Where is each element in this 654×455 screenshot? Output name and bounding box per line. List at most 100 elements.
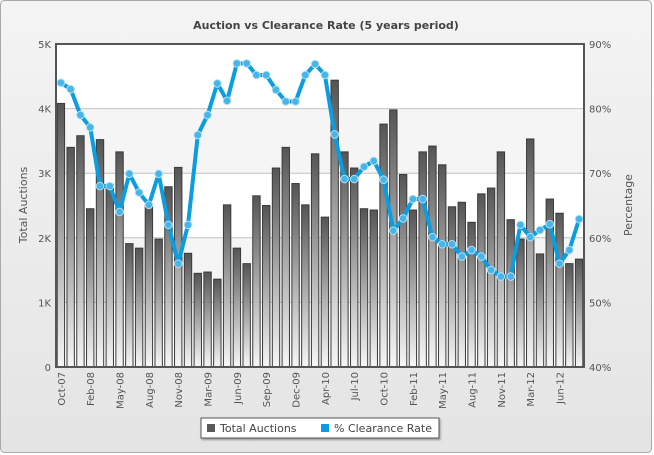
point-clearance-rate — [555, 259, 564, 268]
x-tick-label: Feb-08 — [86, 372, 97, 406]
bar-total-auctions — [398, 173, 408, 368]
bar-total-auctions — [496, 151, 506, 368]
x-tick-label: May-08 — [116, 372, 127, 409]
y-axis-label: Total Auctions — [17, 166, 30, 244]
bar-total-auctions — [526, 138, 535, 368]
y-tick-label: 5K — [38, 40, 51, 51]
bar-total-auctions — [438, 164, 447, 368]
y2-axis-label: Percentage — [622, 174, 635, 236]
bar-total-auctions — [477, 193, 486, 368]
point-clearance-rate — [506, 272, 515, 281]
bar-total-auctions — [369, 209, 378, 368]
point-clearance-rate — [408, 194, 418, 204]
point-clearance-rate — [340, 174, 349, 184]
point-clearance-rate — [349, 174, 359, 184]
point-clearance-rate — [222, 96, 232, 106]
point-clearance-rate — [437, 239, 447, 249]
point-clearance-rate — [213, 79, 222, 88]
point-clearance-rate — [193, 130, 203, 140]
plot-background — [56, 44, 584, 367]
x-tick-label: Nov-08 — [174, 372, 185, 408]
point-clearance-rate — [545, 219, 555, 229]
point-clearance-rate — [565, 245, 574, 255]
bar-total-auctions — [252, 195, 261, 368]
point-clearance-rate — [301, 70, 310, 80]
point-clearance-rate — [125, 169, 134, 179]
point-clearance-rate — [320, 70, 330, 80]
point-clearance-rate — [144, 200, 154, 210]
point-clearance-rate — [428, 232, 437, 242]
point-clearance-rate — [271, 85, 281, 95]
bar-total-auctions — [379, 123, 388, 368]
point-clearance-rate — [154, 169, 163, 179]
y-tick-label: 0 — [45, 363, 51, 374]
point-clearance-rate — [242, 59, 251, 68]
x-tick-label: Jun-12 — [556, 372, 567, 405]
point-clearance-rate — [281, 97, 291, 106]
point-clearance-rate — [173, 259, 183, 268]
bar-total-auctions — [66, 146, 75, 368]
bar-total-auctions — [76, 135, 85, 368]
bar-total-auctions — [359, 208, 369, 368]
y2-tick-label: 60% — [589, 234, 611, 245]
point-clearance-rate — [398, 214, 408, 223]
point-clearance-rate — [574, 214, 584, 224]
point-clearance-rate — [164, 220, 173, 230]
point-clearance-rate — [535, 225, 545, 235]
bar-total-auctions — [271, 167, 281, 368]
point-clearance-rate — [330, 130, 339, 139]
point-clearance-rate — [516, 220, 525, 230]
legend-label-clearance-rate[interactable]: % Clearance Rate — [334, 422, 432, 435]
bar-total-auctions — [56, 102, 66, 368]
point-clearance-rate — [115, 207, 124, 217]
bar-total-auctions — [447, 206, 457, 368]
y2-tick-label: 50% — [589, 298, 611, 309]
x-tick-label: Dec-09 — [292, 372, 303, 408]
bar-total-auctions — [428, 145, 437, 368]
legend-swatch-total-auctions — [207, 424, 215, 432]
y-tick-label: 2K — [38, 234, 51, 245]
bar-total-auctions — [144, 204, 154, 368]
point-clearance-rate — [486, 265, 496, 275]
bar-total-auctions — [232, 247, 242, 368]
point-clearance-rate — [369, 156, 379, 166]
point-clearance-rate — [105, 181, 115, 191]
bar-total-auctions — [457, 201, 466, 368]
legend-label-total-auctions[interactable]: Total Auctions — [219, 422, 297, 435]
y-tick-label: 1K — [38, 298, 51, 309]
point-clearance-rate — [447, 239, 457, 249]
point-clearance-rate — [183, 220, 193, 230]
bar-total-auctions — [105, 183, 114, 368]
point-clearance-rate — [291, 97, 300, 106]
bar-total-auctions — [301, 204, 310, 368]
bar-total-auctions — [134, 247, 144, 368]
bar-total-auctions — [222, 204, 232, 368]
bar-total-auctions — [506, 219, 515, 368]
point-clearance-rate — [203, 110, 212, 120]
bar-total-auctions — [574, 258, 584, 368]
point-clearance-rate — [252, 70, 261, 80]
x-tick-label: Jul-10 — [350, 372, 361, 401]
bar-total-auctions — [408, 209, 418, 368]
point-clearance-rate — [76, 110, 85, 120]
point-clearance-rate — [232, 59, 242, 68]
bar-total-auctions — [154, 238, 163, 368]
point-clearance-rate — [261, 70, 271, 80]
point-clearance-rate — [477, 252, 486, 261]
bar-total-auctions — [281, 146, 290, 368]
y2-tick-label: 90% — [589, 40, 611, 51]
legend-swatch-clearance-rate — [321, 424, 329, 432]
bar-total-auctions — [555, 212, 564, 368]
point-clearance-rate — [56, 78, 66, 88]
grid-band — [56, 237, 584, 303]
bar-total-auctions — [516, 238, 525, 368]
grid-band — [56, 108, 584, 174]
bar-total-auctions — [389, 109, 398, 368]
point-clearance-rate — [457, 252, 467, 261]
bar-total-auctions — [183, 252, 193, 368]
bar-total-auctions — [467, 221, 476, 368]
point-clearance-rate — [66, 84, 75, 94]
bar-total-auctions — [193, 272, 202, 368]
x-tick-label: Mar-12 — [526, 372, 537, 407]
